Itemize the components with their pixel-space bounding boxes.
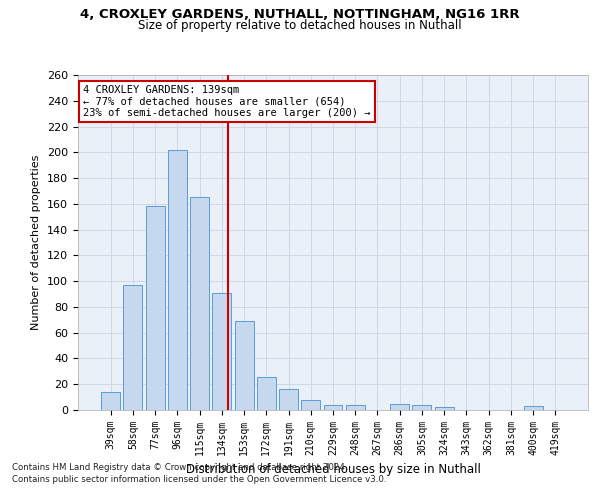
Bar (412, 405, 431, 410)
Bar (323, 405, 343, 410)
Bar (101, 392, 120, 410)
Bar (190, 198, 209, 410)
Text: Contains public sector information licensed under the Open Government Licence v3: Contains public sector information licen… (12, 474, 386, 484)
Bar (168, 150, 187, 410)
Bar (257, 376, 276, 410)
Bar (279, 390, 298, 410)
Y-axis label: Number of detached properties: Number of detached properties (31, 155, 41, 330)
Bar (435, 408, 454, 410)
Bar (390, 404, 409, 410)
Bar (346, 405, 365, 410)
Bar (301, 400, 320, 410)
Text: 4, CROXLEY GARDENS, NUTHALL, NOTTINGHAM, NG16 1RR: 4, CROXLEY GARDENS, NUTHALL, NOTTINGHAM,… (80, 8, 520, 20)
Text: Size of property relative to detached houses in Nuthall: Size of property relative to detached ho… (138, 19, 462, 32)
Bar (212, 292, 231, 410)
X-axis label: Distribution of detached houses by size in Nuthall: Distribution of detached houses by size … (185, 464, 481, 476)
Bar (124, 285, 142, 410)
Bar (146, 206, 164, 410)
Text: Contains HM Land Registry data © Crown copyright and database right 2024.: Contains HM Land Registry data © Crown c… (12, 464, 347, 472)
Bar (235, 321, 254, 410)
Bar (524, 406, 542, 410)
Text: 4 CROXLEY GARDENS: 139sqm
← 77% of detached houses are smaller (654)
23% of semi: 4 CROXLEY GARDENS: 139sqm ← 77% of detac… (83, 85, 371, 118)
